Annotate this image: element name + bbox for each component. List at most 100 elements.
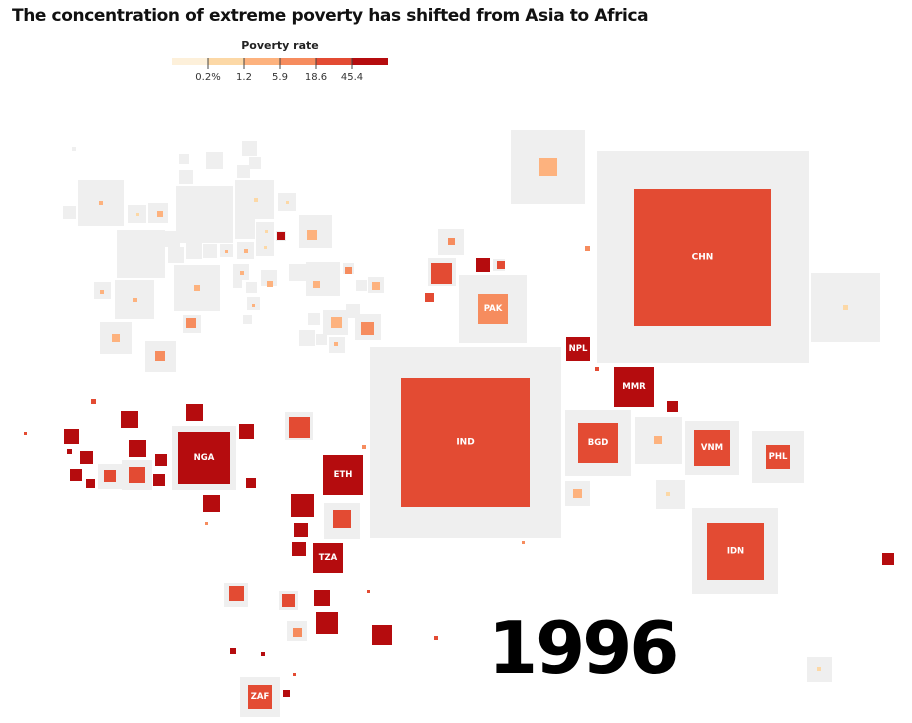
poverty-square: [314, 590, 330, 606]
country-eth: ETH: [323, 455, 363, 495]
country-code-label: BGD: [588, 438, 609, 448]
poverty-square: [104, 470, 116, 482]
country-code-label: NGA: [194, 453, 215, 463]
poverty-square: [361, 322, 374, 335]
country-cell: [121, 411, 138, 428]
country-area: [356, 280, 367, 291]
country-cell: [811, 273, 880, 342]
country-cell: [164, 231, 180, 247]
country-cell: [246, 478, 256, 488]
country-area: [179, 170, 193, 184]
poverty-square: [264, 246, 267, 249]
country-area: [246, 282, 257, 293]
country-idn: IDN: [692, 508, 778, 594]
country-area: [164, 231, 180, 247]
legend-swatch: [208, 58, 244, 65]
country-cell: [299, 215, 332, 248]
country-code-label: PHL: [769, 452, 788, 462]
country-area: [242, 141, 257, 156]
country-cell: [206, 152, 223, 169]
country-cell: [100, 322, 132, 354]
poverty-square: [282, 594, 295, 607]
legend-swatch: [244, 58, 280, 65]
country-code-label: IND: [456, 438, 474, 448]
country-cell: [476, 258, 490, 272]
country-area: [308, 313, 320, 325]
poverty-square: [129, 440, 146, 457]
poverty-square: [292, 542, 306, 556]
poverty-square: [129, 467, 145, 483]
legend-swatch: [352, 58, 388, 65]
country-cell: [145, 341, 176, 372]
country-cell: [293, 673, 296, 676]
country-cell: [565, 481, 590, 506]
poverty-square: [316, 612, 338, 634]
poverty-square: [372, 282, 380, 290]
poverty-square: [186, 318, 196, 328]
poverty-square: [24, 432, 27, 435]
country-cell: [63, 206, 76, 219]
country-cell: [203, 495, 220, 512]
poverty-square: [766, 445, 790, 469]
country-cell: [511, 130, 585, 204]
country-cell: [98, 464, 123, 489]
poverty-square: [634, 189, 771, 326]
country-cell: [279, 591, 298, 610]
country-area: [656, 480, 685, 509]
country-cell: [72, 147, 76, 151]
country-code-label: ZAF: [251, 692, 270, 702]
country-cell: [372, 625, 392, 645]
country-cell: [367, 590, 370, 593]
country-mmr: MMR: [614, 367, 654, 407]
country-cell: [237, 165, 250, 178]
country-cell: [329, 337, 345, 353]
poverty-square: [246, 478, 256, 488]
country-area: [179, 154, 189, 164]
country-cell: [882, 553, 894, 565]
poverty-square: [707, 523, 764, 580]
poverty-square: [70, 469, 82, 481]
country-area: [233, 279, 242, 288]
poverty-square: [667, 401, 678, 412]
poverty-square: [194, 285, 200, 291]
country-area: [306, 262, 340, 296]
poverty-square: [882, 553, 894, 565]
poverty-square: [573, 489, 582, 498]
poverty-square: [333, 510, 351, 528]
poverty-square: [100, 290, 104, 294]
poverty-square: [186, 404, 203, 421]
poverty-square: [372, 625, 392, 645]
country-cell: [438, 229, 464, 255]
country-cell: [179, 154, 189, 164]
poverty-square: [401, 378, 530, 507]
poverty-square: [666, 492, 670, 496]
legend-swatch: [316, 58, 352, 65]
poverty-square: [229, 586, 244, 601]
poverty-square: [522, 541, 525, 544]
poverty-square: [323, 455, 363, 495]
poverty-square: [239, 424, 254, 439]
country-cell: [233, 279, 242, 288]
country-cell: [595, 367, 599, 371]
country-code-label: MMR: [622, 382, 646, 392]
poverty-square: [254, 198, 258, 202]
poverty-square: [267, 281, 273, 287]
country-cell: [78, 180, 124, 226]
poverty-square: [334, 342, 338, 346]
country-vnm: VNM: [685, 421, 739, 475]
country-cell: [585, 246, 590, 251]
legend-tick-label: 18.6: [305, 72, 327, 83]
poverty-square: [345, 267, 352, 274]
country-bgd: BGD: [565, 410, 631, 476]
poverty-square: [843, 305, 848, 310]
country-zaf: ZAF: [240, 677, 280, 717]
year-label: 1996: [488, 606, 679, 690]
country-cell: [256, 222, 274, 240]
poverty-square: [478, 294, 508, 324]
legend-tick-label: 5.9: [272, 72, 288, 83]
legend-swatch: [172, 58, 208, 65]
country-cell: [247, 297, 260, 310]
country-cell: [233, 264, 249, 280]
poverty-square: [434, 636, 438, 640]
